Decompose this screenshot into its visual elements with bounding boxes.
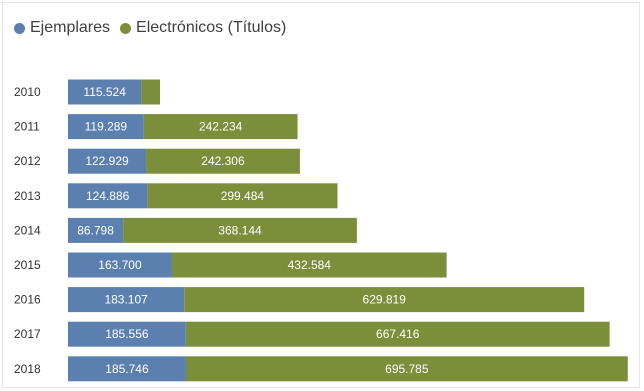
bar-ejemplares-2018 [68,356,186,382]
legend-item-electronicos: Electrónicos (Títulos) [120,19,286,37]
value-label-electronicos-2012: 242.306 [201,154,245,168]
legend-swatch-electronicos [120,22,132,34]
value-label-electronicos-2016: 629.819 [363,293,407,307]
bar-ejemplares-2015 [68,252,172,278]
category-label-2014: 2014 [14,223,41,237]
value-label-ejemplares-2017: 185.556 [105,327,149,341]
bar-ejemplares-2012 [68,148,147,174]
bar-ejemplares-2016 [68,287,185,313]
value-label-electronicos-2013: 299.484 [221,189,265,203]
category-label-2013: 2013 [14,189,41,203]
category-label-2017: 2017 [14,327,41,341]
legend-item-ejemplares: Ejemplares [14,19,110,37]
value-label-electronicos-2018: 695.785 [385,362,429,376]
bar-electronicos-2014 [123,217,357,243]
value-label-ejemplares-2011: 119.289 [85,120,128,134]
legend-label-ejemplares: Ejemplares [30,19,111,36]
value-label-electronicos-2015: 432.584 [288,258,332,272]
category-label-2012: 2012 [14,154,41,168]
category-label-2015: 2015 [14,258,41,272]
bar-electronicos-2018 [185,356,628,382]
value-label-ejemplares-2013: 124.886 [86,189,130,203]
value-label-electronicos-2014: 368.144 [218,223,262,237]
bar-ejemplares-2011 [68,114,144,140]
bar-electronicos-2010 [141,79,160,105]
bar-ejemplares-2013 [68,183,148,209]
legend-label-electronicos: Electrónicos (Títulos) [136,19,287,36]
value-label-ejemplares-2010: 115.524 [83,85,126,99]
chart-legend: Ejemplares Electrónicos (Títulos) [14,19,286,37]
legend-swatch-ejemplares [14,22,25,34]
value-label-ejemplares-2018: 185.746 [105,362,149,376]
category-label-2011: 2011 [14,120,40,134]
bar-electronicos-2011 [143,114,298,140]
category-label-2016: 2016 [14,293,41,307]
chart-frame [2,2,640,388]
bar-electronicos-2017 [185,321,610,347]
value-label-electronicos-2011: 242.234 [199,120,243,134]
bar-ejemplares-2010 [68,79,142,105]
bar-electronicos-2013 [147,183,338,209]
bar-ejemplares-2017 [68,321,186,347]
value-label-ejemplares-2015: 163.700 [98,258,142,272]
bar-electronicos-2016 [184,287,585,313]
value-label-electronicos-2017: 667.416 [376,327,420,341]
value-label-ejemplares-2016: 183.107 [104,293,148,307]
category-label-2018: 2018 [14,362,41,376]
bar-electronicos-2015 [171,252,447,278]
bar-ejemplares-2014 [68,217,124,243]
category-label-2010: 2010 [14,85,41,99]
value-label-ejemplares-2012: 122.929 [85,154,129,168]
value-label-ejemplares-2014: 86.798 [77,223,114,237]
bar-electronicos-2012 [146,148,300,174]
